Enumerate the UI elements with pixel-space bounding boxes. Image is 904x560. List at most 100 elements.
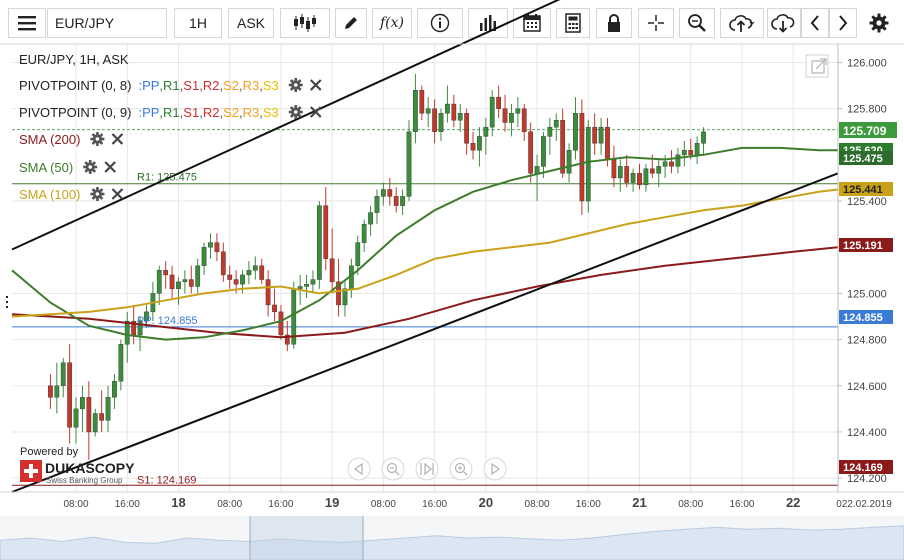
cloud-download-icon (771, 14, 795, 33)
indicator-settings-button[interactable] (90, 187, 105, 201)
candle-body (105, 397, 111, 421)
candle-body (73, 408, 79, 428)
left-drag-handle[interactable] (6, 296, 8, 308)
settings-button[interactable] (865, 8, 893, 38)
indicator-row: PIVOTPOINT (0, 9): PP, R1, S1, R2, S2, R… (19, 105, 322, 120)
popout-button[interactable] (805, 54, 829, 78)
zoom-out-icon (386, 462, 400, 476)
candle (592, 113, 598, 155)
candle-body (509, 113, 514, 123)
candle (400, 189, 405, 215)
indicator-settings-button[interactable] (83, 160, 98, 174)
candle (451, 94, 457, 128)
candle (278, 304, 284, 340)
gear-icon (90, 187, 105, 201)
separator: , (259, 78, 263, 93)
indicator-remove-button[interactable] (104, 161, 116, 173)
draw-tool-button[interactable] (335, 8, 367, 38)
calculator-button[interactable] (556, 8, 590, 38)
chart-type-button[interactable] (280, 8, 330, 38)
candle (528, 122, 534, 183)
gear-hole (95, 137, 100, 141)
crosshair-button[interactable] (638, 8, 674, 38)
gear-icon (869, 13, 889, 33)
nav-scroll-right-button[interactable] (483, 457, 507, 481)
candle-body (470, 143, 476, 151)
candle-body (278, 311, 284, 336)
candle-body (560, 120, 566, 174)
candle (259, 258, 265, 285)
timeframe-selector[interactable]: 1H (174, 8, 222, 38)
x-axis-tick-label: 20 (479, 495, 493, 510)
info-button[interactable] (417, 8, 463, 38)
close-cross (111, 188, 124, 200)
symbol-selector[interactable]: EUR/JPY (47, 8, 167, 38)
price-label: 124.855 (839, 310, 893, 324)
candle-body (425, 108, 431, 114)
nav-zoom-in-button[interactable] (449, 457, 473, 481)
indicator-level-r3: R3 (243, 78, 260, 93)
x-axis-tick-label: 16:00 (268, 499, 293, 510)
sma-line (11, 188, 839, 318)
candle-body (112, 380, 117, 398)
indicator-level-s2: S2 (223, 78, 239, 93)
close-icon (111, 133, 124, 145)
navigator-window[interactable] (250, 516, 363, 560)
nav-zoom-out-button[interactable] (381, 457, 405, 481)
indicator-settings-button[interactable] (288, 78, 303, 92)
nav-reset-button[interactable] (415, 457, 439, 481)
candle (323, 187, 329, 271)
branding: Powered by DUKASCOPY Swiss Banking Group (20, 446, 135, 485)
menu-button[interactable] (8, 8, 46, 38)
indicator-levels-prefix: : (138, 105, 142, 120)
candle (137, 316, 143, 352)
close-cross (309, 106, 322, 118)
indicator-remove-button[interactable] (309, 79, 322, 91)
candle (169, 265, 175, 299)
calendar-button[interactable] (513, 8, 551, 38)
candle (541, 131, 546, 178)
lock-button[interactable] (596, 8, 632, 38)
separator: , (159, 105, 163, 120)
candle (573, 97, 578, 160)
candle-body (124, 320, 130, 345)
candle-body (80, 397, 85, 410)
scroll-forward-button[interactable] (829, 8, 857, 38)
indicator-settings-button[interactable] (288, 105, 303, 119)
pencil-icon (345, 17, 357, 29)
candle (265, 270, 271, 317)
hamburger-icon (18, 16, 36, 31)
chevron-left-icon (810, 15, 819, 31)
candle (547, 117, 553, 155)
candle-body (464, 113, 469, 144)
candle-body (656, 166, 662, 174)
candle-body (361, 223, 367, 243)
gear-hole (293, 110, 298, 114)
navigator-strip[interactable] (0, 516, 904, 560)
candle (489, 90, 495, 137)
download-button[interactable] (767, 8, 801, 38)
candle-body (675, 154, 681, 167)
indicators-button[interactable]: f(x) (372, 8, 412, 38)
candle-body (489, 96, 495, 128)
separator: , (219, 78, 223, 93)
candle-body (176, 281, 181, 289)
side-selector[interactable]: ASK (228, 8, 274, 38)
candle (48, 374, 53, 409)
nav-scroll-left-button[interactable] (347, 457, 371, 481)
candle (105, 385, 111, 432)
scroll-back-button[interactable] (801, 8, 829, 38)
function-icon: f(x) (379, 15, 404, 31)
indicator-remove-button[interactable] (111, 188, 124, 200)
indicator-settings-button[interactable] (90, 132, 105, 146)
candle-body (573, 113, 578, 151)
calculator-icon (565, 13, 581, 33)
zoom-button[interactable] (679, 8, 715, 38)
candle (252, 256, 258, 280)
upload-button[interactable] (720, 8, 764, 38)
candle (515, 97, 521, 128)
candle-body (272, 304, 277, 313)
indicator-remove-button[interactable] (309, 106, 322, 118)
indicator-remove-button[interactable] (111, 133, 124, 145)
